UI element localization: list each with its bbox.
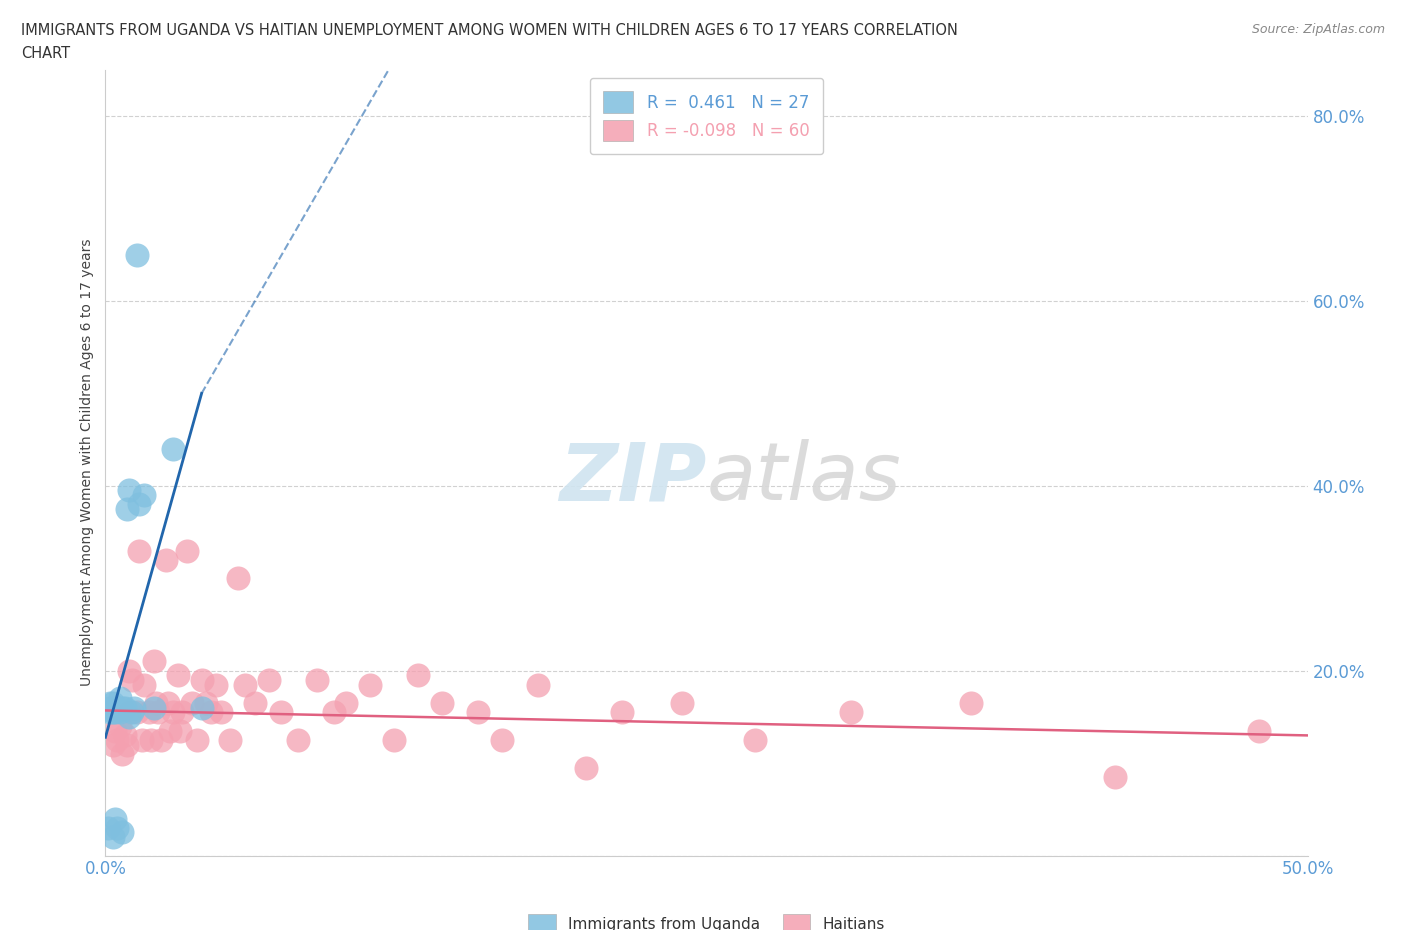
Point	[125, 247, 148, 262]
Point	[209, 705, 232, 720]
Point	[671, 696, 693, 711]
Point	[108, 691, 131, 706]
Point	[612, 705, 634, 720]
Point	[257, 672, 280, 687]
Point	[107, 700, 129, 715]
Point	[121, 705, 143, 720]
Point	[138, 705, 160, 720]
Point	[162, 705, 184, 720]
Point	[111, 700, 134, 715]
Point	[97, 820, 120, 835]
Point	[118, 710, 141, 724]
Point	[960, 696, 983, 711]
Point	[115, 501, 138, 516]
Point	[128, 497, 150, 512]
Point	[491, 733, 513, 748]
Point	[305, 672, 328, 687]
Point	[118, 705, 141, 720]
Point	[128, 543, 150, 558]
Point	[226, 571, 249, 586]
Point	[98, 696, 121, 711]
Point	[430, 696, 453, 711]
Point	[190, 672, 212, 687]
Point	[243, 696, 266, 711]
Point	[118, 663, 141, 678]
Point	[98, 700, 121, 715]
Point	[172, 705, 194, 720]
Text: ZIP: ZIP	[560, 439, 707, 517]
Point	[322, 705, 344, 720]
Point	[108, 719, 131, 734]
Point	[839, 705, 862, 720]
Point	[111, 825, 134, 840]
Point	[114, 728, 136, 743]
Point	[195, 696, 218, 711]
Text: Source: ZipAtlas.com: Source: ZipAtlas.com	[1251, 23, 1385, 36]
Point	[107, 820, 129, 835]
Point	[142, 654, 165, 669]
Point	[270, 705, 292, 720]
Point	[125, 705, 148, 720]
Point	[744, 733, 766, 748]
Point	[205, 677, 228, 692]
Point	[190, 700, 212, 715]
Y-axis label: Unemployment Among Women with Children Ages 6 to 17 years: Unemployment Among Women with Children A…	[80, 239, 94, 686]
Point	[114, 700, 136, 715]
Point	[219, 733, 242, 748]
Point	[104, 724, 127, 738]
Point	[132, 487, 155, 502]
Point	[101, 830, 124, 844]
Point	[131, 733, 153, 748]
Point	[121, 672, 143, 687]
Point	[359, 677, 381, 692]
Point	[104, 811, 127, 826]
Point	[382, 733, 405, 748]
Point	[139, 733, 162, 748]
Legend: Immigrants from Uganda, Haitians: Immigrants from Uganda, Haitians	[520, 907, 893, 930]
Point	[101, 696, 124, 711]
Text: IMMIGRANTS FROM UGANDA VS HAITIAN UNEMPLOYMENT AMONG WOMEN WITH CHILDREN AGES 6 : IMMIGRANTS FROM UGANDA VS HAITIAN UNEMPL…	[21, 23, 957, 38]
Point	[101, 737, 124, 752]
Point	[145, 696, 167, 711]
Point	[287, 733, 309, 748]
Point	[1249, 724, 1271, 738]
Point	[132, 677, 155, 692]
Point	[169, 724, 191, 738]
Point	[406, 668, 429, 683]
Point	[115, 737, 138, 752]
Point	[166, 668, 188, 683]
Point	[200, 705, 222, 720]
Point	[181, 696, 204, 711]
Point	[1104, 770, 1126, 785]
Point	[176, 543, 198, 558]
Point	[159, 724, 181, 738]
Point	[467, 705, 489, 720]
Point	[527, 677, 550, 692]
Point	[148, 705, 170, 720]
Point	[118, 483, 141, 498]
Text: CHART: CHART	[21, 46, 70, 61]
Point	[575, 761, 598, 776]
Point	[155, 552, 177, 567]
Point	[149, 733, 172, 748]
Point	[104, 705, 127, 720]
Point	[162, 442, 184, 457]
Point	[156, 696, 179, 711]
Point	[98, 705, 121, 720]
Point	[142, 700, 165, 715]
Point	[107, 733, 129, 748]
Point	[111, 747, 134, 762]
Point	[124, 700, 146, 715]
Text: atlas: atlas	[707, 439, 901, 517]
Point	[186, 733, 208, 748]
Point	[101, 705, 124, 720]
Point	[335, 696, 357, 711]
Point	[233, 677, 256, 692]
Point	[108, 705, 131, 720]
